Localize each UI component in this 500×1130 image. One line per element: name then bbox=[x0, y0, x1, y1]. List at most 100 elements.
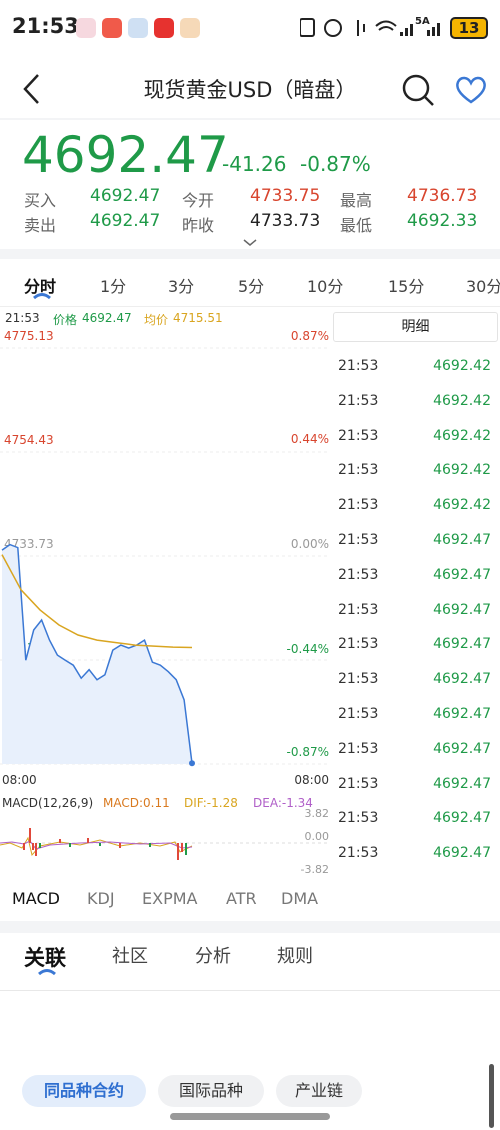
field-label: 最高 bbox=[340, 191, 373, 210]
macd-title: MACD(12,26,9) bbox=[2, 796, 94, 810]
macd-value: MACD:0.11 bbox=[103, 796, 170, 810]
pill[interactable]: 国际品种 bbox=[158, 1075, 264, 1107]
macd-hist bbox=[23, 828, 183, 860]
field-value: 4692.33 bbox=[407, 211, 478, 231]
last-price: 4692.47 bbox=[22, 126, 229, 184]
detail-tab[interactable]: 明细 bbox=[333, 312, 498, 342]
divider bbox=[0, 118, 500, 120]
detail-time: 21:53 bbox=[338, 392, 379, 409]
period-tab[interactable]: 30分 bbox=[466, 277, 500, 296]
divider bbox=[0, 990, 500, 991]
field-label: 买入 bbox=[24, 191, 57, 210]
detail-time: 21:53 bbox=[338, 810, 379, 827]
favorite-button[interactable] bbox=[454, 74, 488, 106]
info-tab[interactable]: 规则 bbox=[277, 946, 313, 967]
detail-price: 4692.47 bbox=[433, 740, 491, 757]
detail-price: 4692.42 bbox=[433, 392, 491, 409]
x-tick-label: 08:00 bbox=[294, 773, 329, 787]
detail-price: 4692.47 bbox=[433, 810, 491, 827]
price-area bbox=[2, 544, 192, 764]
info-tab[interactable]: 社区 bbox=[112, 946, 148, 967]
detail-price: 4692.47 bbox=[433, 775, 491, 792]
page-title: 现货黄金USD（暗盘） bbox=[143, 78, 357, 102]
detail-price: 4692.47 bbox=[433, 566, 491, 583]
status-network: 5A bbox=[415, 16, 430, 27]
detail-time: 21:53 bbox=[338, 740, 379, 757]
pill[interactable]: 产业链 bbox=[276, 1075, 362, 1107]
indicator-tab[interactable]: ATR bbox=[226, 889, 257, 908]
y-tick-label: 4775.13 bbox=[4, 329, 54, 343]
back-button[interactable] bbox=[20, 72, 44, 106]
period-tab[interactable]: 15分 bbox=[388, 277, 425, 296]
x-tick-label: 08:00 bbox=[2, 773, 37, 787]
macd-tick-label: 0.00 bbox=[305, 830, 330, 843]
last-point bbox=[189, 760, 195, 767]
pill[interactable]: 同品种合约 bbox=[22, 1075, 146, 1107]
macd-tick-label: -3.82 bbox=[301, 863, 329, 876]
chart-time: 21:53 bbox=[5, 311, 40, 325]
home-indicator bbox=[170, 1113, 330, 1120]
period-tab[interactable]: 3分 bbox=[168, 277, 195, 296]
macd-dif bbox=[0, 836, 193, 857]
divider bbox=[0, 921, 500, 933]
field-label: 昨收 bbox=[182, 216, 215, 235]
legend-value: 4692.47 bbox=[82, 311, 132, 325]
detail-time: 21:53 bbox=[338, 775, 379, 792]
search-button[interactable] bbox=[400, 72, 436, 108]
detail-time: 21:53 bbox=[338, 427, 379, 444]
detail-time: 21:53 bbox=[338, 532, 379, 548]
field-value: 4692.47 bbox=[90, 211, 161, 231]
macd-hist-green bbox=[39, 843, 187, 855]
detail-price: 4692.47 bbox=[433, 532, 491, 548]
battery: 13 bbox=[450, 17, 488, 39]
legend-label: 价格 bbox=[53, 313, 78, 327]
legend-label: 均价 bbox=[144, 313, 169, 327]
info-tab[interactable]: 关联 bbox=[24, 946, 66, 970]
detail-time: 21:53 bbox=[338, 601, 379, 618]
detail-time: 21:53 bbox=[338, 462, 379, 479]
indicator-tab[interactable]: KDJ bbox=[87, 889, 115, 908]
y-tick-label: 4754.43 bbox=[4, 433, 54, 447]
period-tab[interactable]: 10分 bbox=[307, 277, 344, 296]
status-signal bbox=[427, 23, 440, 36]
field-value: 4733.73 bbox=[250, 211, 321, 231]
status-icons bbox=[300, 18, 413, 37]
divider bbox=[0, 249, 500, 259]
detail-time: 21:53 bbox=[338, 566, 379, 583]
info-tab[interactable]: 分析 bbox=[195, 946, 231, 967]
tab-indicator bbox=[33, 293, 51, 300]
indicator-tab[interactable]: DMA bbox=[281, 889, 319, 908]
y2-tick-label: 0.44% bbox=[291, 432, 329, 446]
field-value: 4692.47 bbox=[90, 186, 161, 206]
scrollbar bbox=[489, 1064, 494, 1128]
divider bbox=[0, 306, 500, 307]
dea-value: DEA:-1.34 bbox=[253, 796, 313, 810]
detail-price: 4692.47 bbox=[433, 601, 491, 618]
y2-tick-label: -0.87% bbox=[287, 745, 329, 759]
indicator-tab[interactable]: MACD bbox=[12, 889, 60, 908]
field-label: 卖出 bbox=[24, 216, 57, 235]
field-value: 4733.75 bbox=[250, 186, 321, 206]
detail-time: 21:53 bbox=[338, 706, 379, 722]
detail-price: 4692.47 bbox=[433, 706, 491, 722]
expand-arrow[interactable] bbox=[242, 238, 258, 248]
field-value: 4736.73 bbox=[407, 186, 478, 206]
detail-time: 21:53 bbox=[338, 358, 379, 374]
period-tab[interactable]: 分时 bbox=[24, 277, 57, 296]
period-tab[interactable]: 1分 bbox=[100, 277, 127, 296]
indicator-tab[interactable]: EXPMA bbox=[142, 889, 198, 908]
period-tab[interactable]: 5分 bbox=[238, 277, 265, 296]
change-pct: -0.87% bbox=[300, 152, 371, 176]
field-label: 最低 bbox=[340, 216, 373, 235]
y2-tick-label: 0.00% bbox=[291, 537, 329, 551]
detail-price: 4692.42 bbox=[433, 462, 491, 479]
detail-price: 4692.47 bbox=[433, 671, 491, 688]
change: -41.26 bbox=[222, 152, 287, 176]
dif-value: DIF:-1.28 bbox=[184, 796, 238, 810]
field-label: 今开 bbox=[182, 191, 215, 210]
avg-line bbox=[1, 554, 193, 649]
detail-time: 21:53 bbox=[338, 636, 379, 653]
detail-time: 21:53 bbox=[338, 671, 379, 688]
detail-time: 21:53 bbox=[338, 497, 379, 514]
